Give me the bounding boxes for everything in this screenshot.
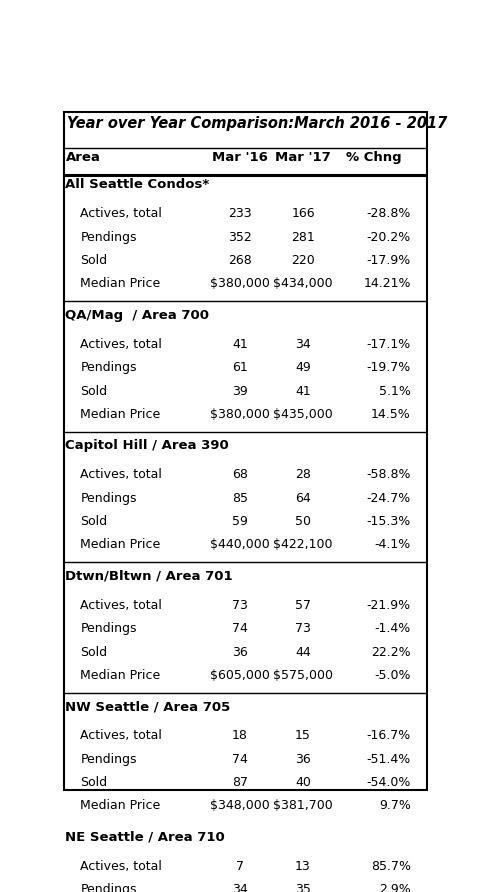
Text: 13: 13 <box>295 860 311 872</box>
Text: 39: 39 <box>232 384 248 398</box>
Text: -19.7%: -19.7% <box>366 361 411 374</box>
Text: $380,000: $380,000 <box>210 408 270 421</box>
Text: -4.1%: -4.1% <box>375 539 411 551</box>
Text: Sold: Sold <box>80 384 107 398</box>
Text: Actives, total: Actives, total <box>80 338 162 351</box>
Text: Median Price: Median Price <box>80 669 160 681</box>
Text: $440,000: $440,000 <box>210 539 270 551</box>
Text: Sold: Sold <box>80 646 107 658</box>
Text: 74: 74 <box>232 753 248 765</box>
Text: -58.8%: -58.8% <box>366 468 411 482</box>
Text: 220: 220 <box>291 254 315 267</box>
Text: -1.4%: -1.4% <box>375 623 411 635</box>
Text: Mar '16: Mar '16 <box>212 151 268 164</box>
Text: 87: 87 <box>232 776 248 789</box>
Text: Sold: Sold <box>80 254 107 267</box>
Text: -21.9%: -21.9% <box>366 599 411 612</box>
Text: 14.5%: 14.5% <box>371 408 411 421</box>
Text: 166: 166 <box>291 207 315 220</box>
Text: 15: 15 <box>295 730 311 742</box>
Text: -51.4%: -51.4% <box>366 753 411 765</box>
Text: 59: 59 <box>232 515 248 528</box>
Text: -5.0%: -5.0% <box>374 669 411 681</box>
Text: 73: 73 <box>295 623 311 635</box>
Text: -20.2%: -20.2% <box>366 231 411 244</box>
Text: 61: 61 <box>232 361 248 374</box>
Text: 64: 64 <box>295 491 311 505</box>
Text: Capitol Hill / Area 390: Capitol Hill / Area 390 <box>66 440 229 452</box>
Text: Pendings: Pendings <box>80 361 137 374</box>
Text: $435,000: $435,000 <box>273 408 333 421</box>
Text: Actives, total: Actives, total <box>80 599 162 612</box>
Text: 352: 352 <box>228 231 252 244</box>
Text: Actives, total: Actives, total <box>80 860 162 872</box>
Text: Sold: Sold <box>80 515 107 528</box>
Text: $575,000: $575,000 <box>273 669 333 681</box>
Text: 36: 36 <box>232 646 248 658</box>
Text: Median Price: Median Price <box>80 408 160 421</box>
Text: $381,700: $381,700 <box>273 799 333 813</box>
Text: Median Price: Median Price <box>80 277 160 291</box>
Text: -17.9%: -17.9% <box>366 254 411 267</box>
Text: Dtwn/Bltwn / Area 701: Dtwn/Bltwn / Area 701 <box>66 570 233 583</box>
Text: $348,000: $348,000 <box>210 799 270 813</box>
Text: 57: 57 <box>295 599 311 612</box>
Text: -54.0%: -54.0% <box>366 776 411 789</box>
Text: QA/Mag  / Area 700: QA/Mag / Area 700 <box>66 309 209 322</box>
Text: Pendings: Pendings <box>80 491 137 505</box>
Text: Actives, total: Actives, total <box>80 207 162 220</box>
Text: 34: 34 <box>232 883 248 892</box>
Text: All Seattle Condos*: All Seattle Condos* <box>66 178 210 192</box>
Text: Mar '17: Mar '17 <box>275 151 331 164</box>
Text: Pendings: Pendings <box>80 623 137 635</box>
Text: 35: 35 <box>295 883 311 892</box>
Text: 22.2%: 22.2% <box>371 646 411 658</box>
Text: Sold: Sold <box>80 776 107 789</box>
Text: 68: 68 <box>232 468 248 482</box>
Text: 85: 85 <box>232 491 248 505</box>
Text: 74: 74 <box>232 623 248 635</box>
Text: NE Seattle / Area 710: NE Seattle / Area 710 <box>66 831 225 844</box>
Text: 281: 281 <box>291 231 315 244</box>
Text: -24.7%: -24.7% <box>366 491 411 505</box>
Text: Median Price: Median Price <box>80 539 160 551</box>
Text: 7: 7 <box>236 860 244 872</box>
Text: Actives, total: Actives, total <box>80 468 162 482</box>
Text: Pendings: Pendings <box>80 231 137 244</box>
Text: 233: 233 <box>228 207 252 220</box>
Text: 85.7%: 85.7% <box>371 860 411 872</box>
Text: 50: 50 <box>295 515 311 528</box>
Text: NW Seattle / Area 705: NW Seattle / Area 705 <box>66 700 231 714</box>
Text: $380,000: $380,000 <box>210 277 270 291</box>
Text: Actives, total: Actives, total <box>80 730 162 742</box>
Text: 9.7%: 9.7% <box>379 799 411 813</box>
Text: 14.21%: 14.21% <box>363 277 411 291</box>
Text: $605,000: $605,000 <box>210 669 270 681</box>
Text: 40: 40 <box>295 776 311 789</box>
Text: $422,100: $422,100 <box>274 539 333 551</box>
Text: 5.1%: 5.1% <box>379 384 411 398</box>
Text: % Chng: % Chng <box>346 151 401 164</box>
Text: 2.9%: 2.9% <box>379 883 411 892</box>
Text: 44: 44 <box>295 646 311 658</box>
Text: 36: 36 <box>295 753 311 765</box>
Text: 268: 268 <box>228 254 252 267</box>
Text: Median Price: Median Price <box>80 799 160 813</box>
Text: Area: Area <box>66 151 100 164</box>
Text: 34: 34 <box>295 338 311 351</box>
Text: Year over Year Comparison:March 2016 - 2017: Year over Year Comparison:March 2016 - 2… <box>67 116 447 131</box>
Text: 73: 73 <box>232 599 248 612</box>
Text: -28.8%: -28.8% <box>366 207 411 220</box>
Text: 18: 18 <box>232 730 248 742</box>
Text: -16.7%: -16.7% <box>366 730 411 742</box>
Text: 49: 49 <box>295 361 311 374</box>
Text: Pendings: Pendings <box>80 883 137 892</box>
Text: $434,000: $434,000 <box>273 277 333 291</box>
Text: 41: 41 <box>232 338 248 351</box>
Text: Pendings: Pendings <box>80 753 137 765</box>
Text: 41: 41 <box>295 384 311 398</box>
Text: -15.3%: -15.3% <box>366 515 411 528</box>
Text: -17.1%: -17.1% <box>366 338 411 351</box>
Text: 28: 28 <box>295 468 311 482</box>
